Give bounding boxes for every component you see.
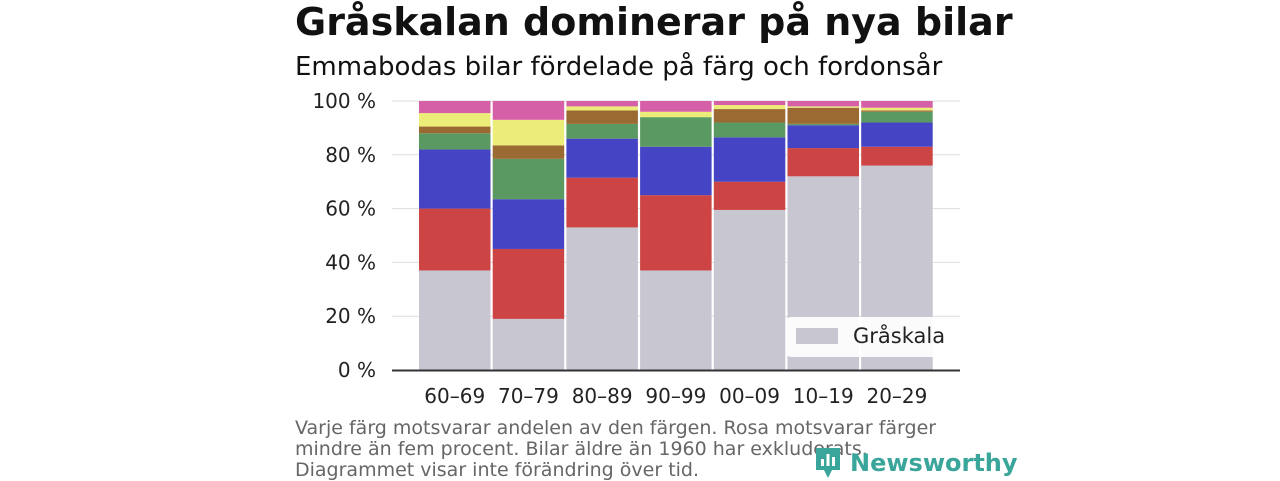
bar-segment	[419, 126, 491, 134]
legend-label: Gråskala	[853, 323, 945, 348]
x-tick-label: 80–89	[572, 384, 633, 408]
y-tick-label: 80 %	[325, 143, 376, 167]
brand-name: Newsworthy	[850, 449, 1018, 477]
bar-segment	[566, 106, 638, 111]
bar-segment	[419, 208, 491, 271]
y-tick-label: 40 %	[325, 250, 376, 274]
bar-segment	[492, 158, 565, 200]
x-tick-label: 00–09	[719, 384, 780, 408]
bar-segment	[713, 122, 786, 138]
bar-segment	[787, 123, 859, 126]
chart-subtitle: Emmabodas bilar fördelade på färg och fo…	[295, 52, 943, 82]
bar-segment	[861, 111, 933, 123]
bar-segment	[566, 110, 638, 124]
bar-segment	[787, 106, 859, 108]
bar-segment	[861, 107, 933, 111]
bar-segment	[861, 146, 933, 166]
bar-segment	[640, 101, 712, 112]
newsworthy-logo-icon	[816, 448, 840, 478]
bar-segment	[566, 123, 638, 139]
axes: 0 % 20 % 40 % 60 % 80 % 100 % 60–69 70–79 80–89 9…	[312, 89, 960, 408]
bar-segment	[492, 199, 565, 249]
brand-logo[interactable]: Newsworthy	[814, 446, 1018, 480]
x-tick-label: 20–29	[866, 384, 927, 408]
x-tick-label: 70–79	[498, 384, 559, 408]
bar-segment	[713, 101, 786, 106]
bar-segment	[861, 122, 933, 147]
y-tick-label: 60 %	[325, 197, 376, 221]
y-tick-label: 20 %	[325, 304, 376, 328]
bar-segment	[640, 146, 712, 196]
bar-segment	[566, 101, 638, 107]
bar-segment	[861, 110, 933, 112]
bar-segment	[419, 270, 491, 370]
bar-segment	[419, 133, 491, 150]
legend-swatch	[796, 328, 838, 344]
footnote: Varje färg motsvarar andelen av den färg…	[295, 417, 937, 481]
bar-segment	[713, 109, 786, 123]
x-tick-label: 90–99	[645, 384, 706, 408]
y-tick-label: 100 %	[312, 89, 376, 113]
bar-segment	[492, 248, 565, 319]
x-tick-label: 10–19	[793, 384, 854, 408]
bar-segment	[492, 145, 565, 159]
legend: Gråskala	[786, 317, 945, 357]
legend-box	[786, 317, 942, 357]
bar-segment	[787, 125, 859, 149]
bar-segment	[640, 195, 712, 271]
chart-title: Gråskalan dominerar på nya bilar	[295, 0, 1013, 44]
bar-segment	[640, 270, 712, 370]
bar-segment	[492, 119, 565, 146]
bar-segment	[713, 105, 786, 110]
bar-segment	[419, 101, 491, 114]
bar-segment	[492, 318, 565, 370]
bar-segment	[713, 181, 786, 210]
x-tick-label: 60–69	[424, 384, 485, 408]
bar-segment	[419, 113, 491, 127]
bar-segment	[861, 101, 933, 108]
bar-segment	[713, 209, 786, 370]
bar-segment	[787, 101, 859, 107]
bar-segment	[419, 149, 491, 209]
bar-segment	[566, 138, 638, 178]
bar-segment	[787, 148, 859, 177]
bar-segment	[566, 227, 638, 370]
bar-segment	[713, 137, 786, 182]
bar-segment	[492, 101, 565, 120]
bar-segment	[566, 177, 638, 228]
bar-segment	[787, 107, 859, 124]
y-tick-label: 0 %	[338, 358, 376, 382]
bar-segment	[640, 111, 712, 118]
bar-segment	[640, 117, 712, 147]
